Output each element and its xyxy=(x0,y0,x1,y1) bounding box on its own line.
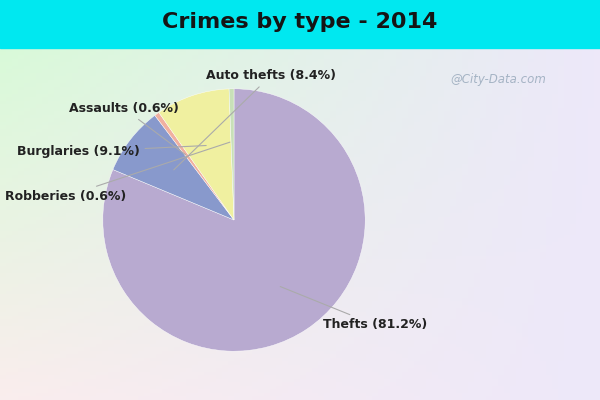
Wedge shape xyxy=(113,115,234,220)
Wedge shape xyxy=(155,112,234,220)
Wedge shape xyxy=(103,89,365,351)
Bar xyxy=(0,0,600,48)
Text: Thefts (81.2%): Thefts (81.2%) xyxy=(280,286,427,332)
Text: Assaults (0.6%): Assaults (0.6%) xyxy=(69,102,185,155)
Text: Robberies (0.6%): Robberies (0.6%) xyxy=(5,142,230,203)
Text: Burglaries (9.1%): Burglaries (9.1%) xyxy=(17,145,206,158)
Text: Auto thefts (8.4%): Auto thefts (8.4%) xyxy=(174,69,336,170)
Wedge shape xyxy=(229,89,234,220)
Text: @City-Data.com: @City-Data.com xyxy=(450,74,546,86)
Text: Crimes by type - 2014: Crimes by type - 2014 xyxy=(163,12,437,32)
Wedge shape xyxy=(159,89,234,220)
